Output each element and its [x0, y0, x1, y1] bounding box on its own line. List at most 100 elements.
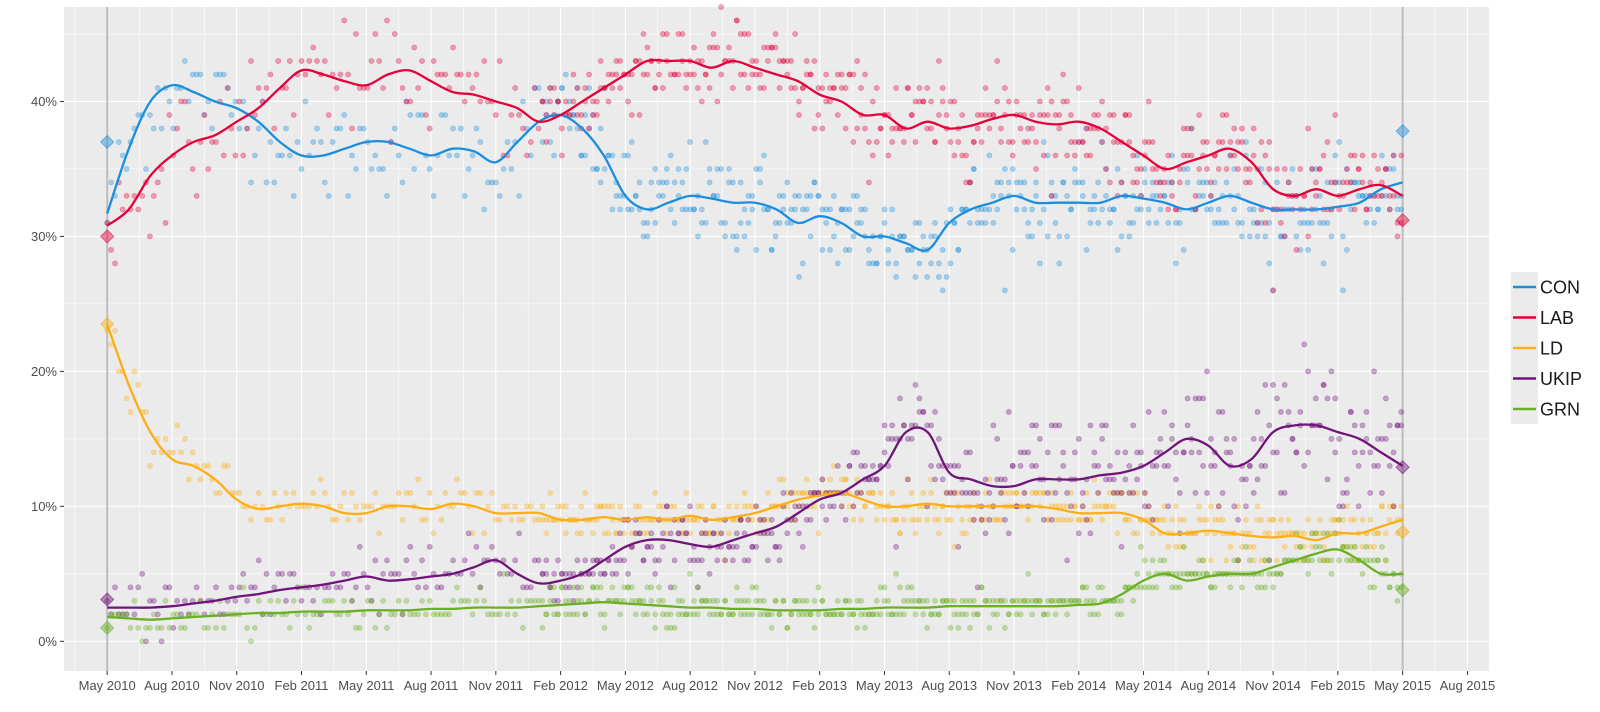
poll-point — [543, 611, 550, 618]
poll-point — [1375, 462, 1381, 469]
poll-point — [166, 584, 173, 591]
poll-point — [1145, 219, 1152, 226]
poll-point — [834, 71, 841, 78]
poll-point — [753, 597, 760, 604]
poll-point — [1289, 435, 1296, 442]
poll-point — [1141, 489, 1148, 496]
poll-point — [1235, 166, 1241, 172]
poll-point — [652, 570, 659, 577]
poll-point — [955, 489, 962, 496]
poll-point — [1390, 503, 1397, 510]
poll-point — [714, 530, 721, 537]
poll-point — [1320, 543, 1327, 550]
poll-point — [1196, 516, 1203, 523]
poll-point — [823, 98, 830, 105]
poll-point — [974, 611, 981, 618]
poll-point — [714, 557, 721, 564]
poll-point — [609, 570, 616, 577]
poll-point — [1235, 516, 1241, 523]
poll-point — [714, 166, 721, 172]
poll-point — [679, 530, 686, 537]
poll-point — [1235, 557, 1241, 564]
x-tick-label: Nov 2013 — [986, 678, 1042, 693]
poll-point — [1149, 516, 1156, 523]
poll-point — [702, 530, 709, 537]
poll-point — [625, 206, 631, 213]
poll-point — [1130, 219, 1137, 226]
poll-point — [1379, 192, 1385, 199]
poll-point — [862, 611, 868, 618]
poll-point — [827, 206, 833, 213]
poll-point — [959, 112, 966, 118]
poll-point — [866, 611, 872, 618]
poll-point — [1227, 543, 1234, 550]
poll-point — [1009, 166, 1016, 172]
poll-point — [1068, 516, 1074, 523]
x-tick-label: Aug 2011 — [404, 678, 459, 693]
poll-point — [1320, 152, 1327, 159]
poll-point — [193, 192, 200, 199]
poll-point — [1173, 449, 1179, 456]
poll-point — [1355, 462, 1362, 469]
poll-point — [1239, 476, 1245, 483]
poll-point — [1005, 139, 1012, 145]
poll-point — [936, 611, 942, 618]
poll-point — [368, 58, 375, 64]
poll-point — [1103, 503, 1109, 510]
poll-point — [994, 58, 1001, 64]
poll-point — [1005, 611, 1012, 618]
poll-point — [213, 71, 219, 78]
poll-point — [1095, 584, 1102, 591]
poll-point — [286, 624, 293, 631]
poll-point — [722, 219, 728, 226]
poll-point — [1355, 166, 1362, 172]
poll-point — [920, 98, 927, 105]
poll-point — [893, 260, 899, 267]
poll-point — [784, 58, 791, 64]
poll-point — [691, 206, 697, 213]
poll-point — [722, 557, 728, 564]
poll-point — [827, 246, 833, 253]
poll-point — [1340, 543, 1346, 550]
poll-point — [508, 166, 515, 172]
poll-point — [726, 166, 732, 172]
poll-point — [695, 233, 701, 240]
poll-point — [877, 584, 884, 591]
poll-point — [660, 530, 666, 537]
poll-point — [181, 58, 188, 64]
poll-point — [1118, 233, 1125, 240]
poll-point — [228, 112, 235, 118]
poll-point — [974, 112, 981, 118]
poll-point — [1336, 516, 1343, 523]
poll-point — [722, 557, 728, 564]
poll-point — [294, 139, 301, 145]
poll-point — [1246, 462, 1253, 469]
poll-point — [667, 71, 674, 78]
poll-point — [698, 58, 705, 64]
election-diamond-lab — [1395, 213, 1410, 228]
poll-point — [858, 489, 864, 496]
poll-point — [1390, 152, 1397, 159]
poll-point — [310, 44, 317, 51]
poll-point — [1188, 125, 1195, 132]
poll-point — [1145, 408, 1152, 415]
poll-point — [360, 611, 367, 618]
poll-point — [1375, 557, 1381, 564]
poll-point — [710, 530, 717, 537]
poll-point — [1301, 341, 1308, 348]
poll-point — [986, 597, 993, 604]
poll-point — [535, 125, 542, 132]
poll-point — [1375, 192, 1381, 199]
poll-point — [1386, 584, 1393, 591]
poll-point — [1250, 206, 1257, 213]
poll-point — [1344, 489, 1350, 496]
poll-point — [726, 179, 732, 186]
poll-point — [951, 597, 958, 604]
poll-point — [1149, 530, 1156, 537]
poll-point — [901, 139, 907, 145]
poll-point — [970, 516, 977, 523]
poll-point — [516, 597, 522, 604]
poll-point — [1340, 489, 1346, 496]
poll-point — [1336, 557, 1343, 564]
